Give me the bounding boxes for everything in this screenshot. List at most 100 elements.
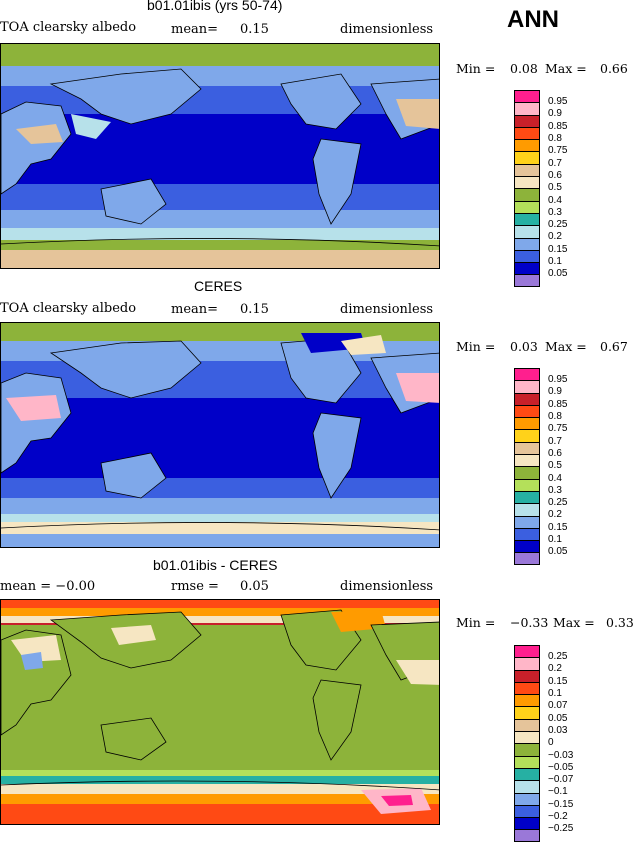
colorbar-entry: 0.7 [514,429,567,446]
panel2-min-value: 0.03 [510,339,538,354]
panel2-asia [49,340,202,399]
colorbar-entry: −0.05 [514,755,573,772]
colorbar-swatch [514,767,540,781]
colorbar-entry: 0.85 [514,114,567,131]
colorbar-entry: 0.25 [514,490,567,508]
panel1-max-value: 0.66 [600,61,628,76]
colorbar-entry: 0.5 [514,454,567,471]
colorbar-entry: 0.9 [514,380,567,397]
colorbar-swatch [514,817,540,830]
colorbar-label: −0.05 [548,761,574,773]
colorbar-swatch [514,657,540,670]
colorbar-swatch [514,90,540,103]
colorbar-entry [514,552,567,565]
colorbar-swatch [514,114,540,127]
panel1-title: b01.01ibis (yrs 50-74) [147,0,283,13]
panel2-variable-label: TOA clearsky albedo [0,301,137,316]
colorbar-swatch [514,237,540,250]
colorbar-swatch [514,466,540,479]
colorbar-label: 0.15 [548,521,568,533]
colorbar-label: 0.25 [548,651,568,663]
colorbar-label: 0.9 [548,386,562,398]
panel3-units: dimensionless [340,579,434,594]
colorbar-entry: 0.3 [514,200,567,217]
colorbar-entry: −0.03 [514,743,573,760]
colorbar-label: −0.25 [548,823,574,835]
colorbar-swatch [514,515,540,528]
colorbar-entry: 0.2 [514,225,567,242]
colorbar-label: −0.07 [548,774,574,786]
colorbar-swatch [514,102,540,115]
colorbar-swatch [514,718,540,732]
colorbar-entry: 0.05 [514,540,567,557]
colorbar-entry: −0.1 [514,780,573,797]
colorbar-swatch [514,454,540,467]
panel3-min-value: −0.33 [510,615,549,630]
colorbar-swatch [514,200,540,213]
colorbar-swatch [514,176,540,189]
panel1-north-america [280,73,362,130]
panel1-variable-label: TOA clearsky albedo [0,20,137,35]
colorbar-entry: 0.6 [514,441,567,458]
colorbar-swatch [514,540,540,553]
colorbar-swatch [514,731,540,744]
colorbar-label: 0.05 [548,546,568,558]
colorbar-swatch [514,151,540,164]
colorbar-entry: 0.15 [514,237,567,254]
colorbar-label: 0 [548,737,554,749]
panel2-mean-label: mean= [171,302,219,317]
colorbar-swatch [514,804,540,818]
colorbar-entry: 0.25 [514,212,567,230]
panel1-mean-value: 0.15 [240,22,269,37]
colorbar-label: 0.5 [548,182,562,194]
colorbar-label: 0.6 [548,169,562,181]
colorbar-entry: 0.75 [514,417,567,434]
colorbar-swatch [514,188,540,201]
panel3-rmse-label: rmse = [171,579,219,594]
colorbar-entry: 0 [514,731,573,748]
colorbar-entry: 0.95 [514,368,567,385]
colorbar-swatch [514,249,540,263]
colorbar-label: 0.1 [548,534,562,545]
colorbar-swatch [514,478,540,491]
colorbar-entry: 0.05 [514,262,567,279]
colorbar-swatch [514,274,540,287]
colorbar-label: 0.7 [548,157,562,169]
colorbar-swatch [514,139,540,152]
panel2-title: CERES [194,278,243,294]
panel1-units: dimensionless [340,22,434,37]
colorbar-label: 0.85 [548,398,568,410]
colorbar-label: 0.25 [548,497,568,509]
colorbar-label: 0.2 [548,231,562,243]
season-tag: ANN [507,6,559,33]
panel2-south-america [312,412,362,499]
colorbar-label: −0.03 [548,749,574,761]
colorbar-entry: 0.8 [514,404,567,422]
colorbar-swatch [514,780,540,793]
panel1-map [0,43,440,269]
colorbar-label: 0.03 [548,724,568,736]
colorbar-swatch [514,681,540,695]
colorbar-entry: −0.15 [514,792,573,809]
colorbar-swatch [514,755,540,768]
colorbar-swatch [514,225,540,238]
colorbar-swatch [514,552,540,565]
colorbar-entry [514,274,567,287]
colorbar-entry: 0.05 [514,706,573,723]
colorbar-swatch [514,404,540,418]
panel1-min-label: Min = [456,61,496,76]
panel3-max-label: Max = [553,615,595,630]
panel3-rmse-value: 0.05 [240,579,269,594]
colorbar-entry: −0.2 [514,804,573,822]
colorbar-swatch [514,490,540,504]
colorbar-entry: 0.2 [514,657,573,674]
colorbar-entry: 0.8 [514,126,567,144]
colorbar-label: 0.6 [548,447,562,459]
colorbar-swatch [514,503,540,516]
colorbar-entry: 0.9 [514,102,567,119]
colorbar-label: 0.3 [548,206,562,218]
colorbar-swatch [514,829,540,842]
colorbar-swatch [514,645,540,658]
colorbar-swatch [514,743,540,756]
colorbar-entry: 0.15 [514,515,567,532]
